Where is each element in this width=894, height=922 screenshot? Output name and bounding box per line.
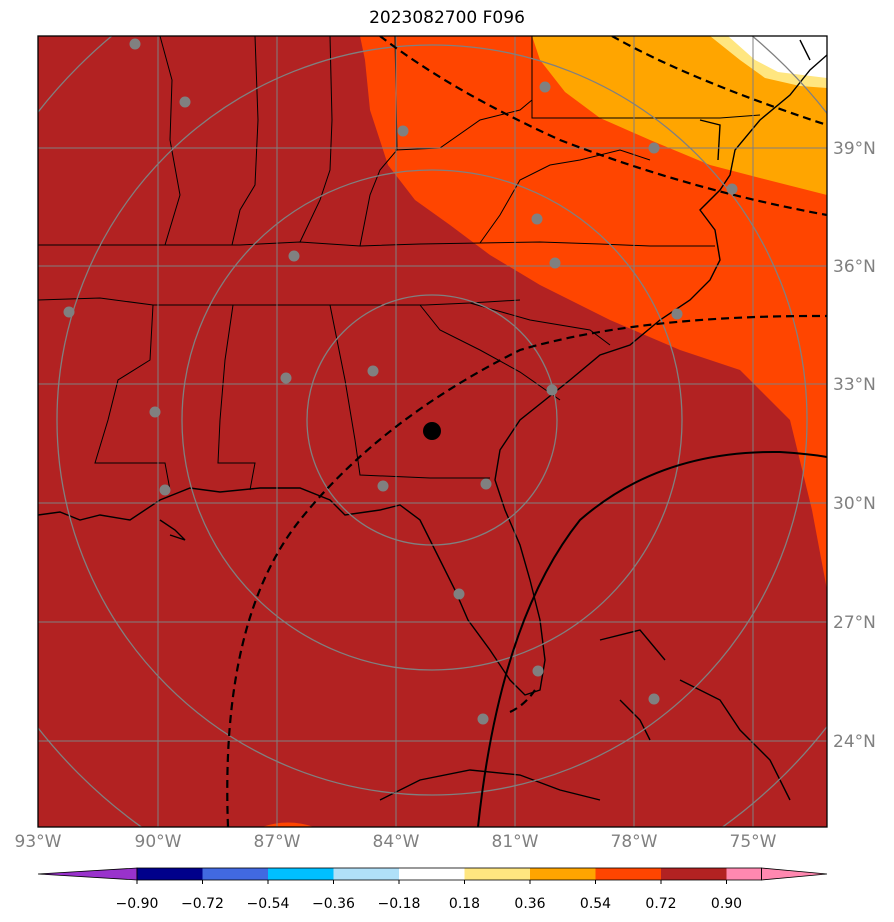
- colorbar-segment: [333, 868, 400, 880]
- shade-patch: [262, 822, 314, 827]
- colorbar-tick-label: 0.90: [711, 896, 742, 912]
- colorbar-segment: [726, 868, 762, 880]
- colorbar-segment: [202, 868, 269, 880]
- colorbar-tick-label: −0.90: [116, 896, 159, 912]
- colorbar-segment: [137, 868, 203, 880]
- colorbar-outline: [136, 867, 762, 881]
- map-frame: [37, 35, 828, 828]
- lat-label: 33°N: [833, 375, 876, 395]
- lon-label: 93°W: [15, 832, 62, 852]
- solid-contour: [477, 450, 827, 827]
- colorbar-segment: [530, 868, 596, 880]
- colorbar-tick-label: −0.36: [312, 896, 355, 912]
- lat-label: 27°N: [833, 613, 876, 633]
- colorbar-segment: [661, 868, 727, 880]
- colorbar-tick-label: 0.18: [449, 896, 480, 912]
- colorbar-segment: [268, 868, 334, 880]
- lon-label: 78°W: [611, 832, 658, 852]
- colorbar-segment: [399, 868, 465, 880]
- colorbar-tick-label: −0.72: [181, 896, 224, 912]
- colorbar-tick-label: 0.36: [514, 896, 545, 912]
- lat-labels: 39°N 36°N 33°N 30°N 27°N 24°N: [833, 139, 876, 752]
- colorbar-segment: [464, 868, 531, 880]
- colorbar-tick-label: −0.18: [378, 896, 421, 912]
- colorbar: −0.90 −0.72 −0.54 −0.36 −0.18 0.18 0.36 0.54 0.7…: [37, 867, 828, 912]
- lat-label: 39°N: [833, 139, 876, 159]
- lon-label: 81°W: [492, 832, 539, 852]
- dashed-contours: [226, 36, 827, 827]
- lon-labels: 93°W 90°W 87°W 84°W 81°W 78°W 75°W: [15, 832, 777, 852]
- colorbar-tick-label: 0.72: [645, 896, 676, 912]
- map-title: 2023082700 F096: [369, 8, 525, 28]
- center-marker: [423, 422, 441, 440]
- colorbar-tick-label: −0.54: [247, 896, 290, 912]
- lon-label: 87°W: [254, 832, 301, 852]
- lon-label: 75°W: [730, 832, 777, 852]
- stations: [63, 38, 738, 725]
- coastlines: [38, 39, 827, 801]
- colorbar-extend-high: [761, 867, 828, 881]
- graticule: [38, 36, 827, 827]
- colorbar-segment: [595, 868, 662, 880]
- lat-label: 24°N: [833, 732, 876, 752]
- state-borders: [38, 36, 761, 491]
- colorbar-extend-low: [37, 867, 138, 881]
- lon-label: 90°W: [135, 832, 182, 852]
- lat-label: 36°N: [833, 257, 876, 277]
- lat-label: 30°N: [833, 494, 876, 514]
- colorbar-tick-label: 0.54: [580, 896, 611, 912]
- lon-label: 84°W: [373, 832, 420, 852]
